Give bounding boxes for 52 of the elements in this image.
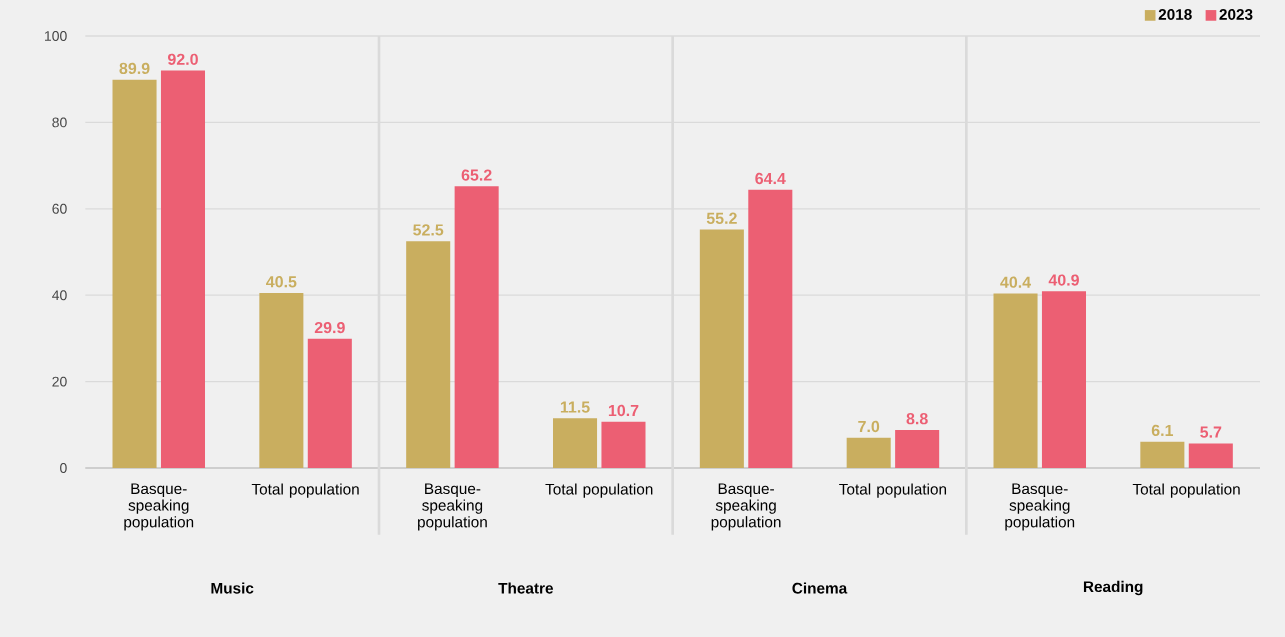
bar <box>112 79 157 468</box>
bar <box>307 338 352 468</box>
x-tick-label: Basque-speaking population <box>418 483 487 531</box>
bar <box>699 229 744 468</box>
data-label: 40.5 <box>266 276 297 288</box>
data-label: 6.1 <box>1151 424 1174 437</box>
data-label: 65.2 <box>461 169 492 181</box>
text: Music <box>211 582 254 594</box>
data-label: 8.8 <box>906 413 928 425</box>
text: Cinema <box>792 582 848 594</box>
bar <box>748 189 793 468</box>
data-label: 10.7 <box>608 404 639 417</box>
bar <box>846 437 891 468</box>
x-tick-label: Basque-speaking population <box>1005 483 1075 531</box>
x-tick-label: Basque-speaking population <box>124 483 194 531</box>
bar <box>553 418 598 468</box>
text: Reading <box>1083 580 1143 596</box>
y-tick-label: 80 <box>52 117 67 128</box>
data-label: 52.5 <box>413 224 444 236</box>
x-tick-label: Total population <box>251 483 359 498</box>
bar <box>160 70 206 468</box>
text: Theatre <box>498 582 554 594</box>
data-label: 29.9 <box>314 321 345 334</box>
y-tick-label: 0 <box>60 463 67 473</box>
data-label: 40.9 <box>1048 274 1079 286</box>
x-tick-label: Total population <box>1132 483 1240 498</box>
y-tick-label: 60 <box>52 203 67 214</box>
legend-label: 2018 <box>1158 9 1192 20</box>
data-label: 92.0 <box>167 53 198 65</box>
bar <box>259 293 304 468</box>
data-label: 5.7 <box>1200 426 1222 438</box>
data-label: 7.0 <box>858 420 880 433</box>
bar <box>993 293 1038 468</box>
x-tick-label: Total population <box>839 483 947 498</box>
bar <box>1140 441 1185 468</box>
bar <box>601 421 646 468</box>
y-tick-label: 100 <box>45 31 67 41</box>
data-label: 64.4 <box>755 172 786 185</box>
data-label: 89.9 <box>119 62 150 75</box>
legend-label: 2023 <box>1219 9 1253 20</box>
data-label: 40.4 <box>1000 276 1031 288</box>
bar <box>454 186 499 468</box>
x-tick-label: Basque-speaking population <box>711 483 781 531</box>
bar <box>406 241 451 468</box>
x-tick-label: Total population <box>545 483 653 498</box>
data-label: 55.2 <box>706 212 737 224</box>
bar <box>1041 291 1087 468</box>
data-label: 11.5 <box>560 401 590 413</box>
bar <box>1188 443 1233 468</box>
y-tick-label: 40 <box>52 290 67 301</box>
y-tick-label: 20 <box>52 376 67 387</box>
bar <box>895 429 940 468</box>
